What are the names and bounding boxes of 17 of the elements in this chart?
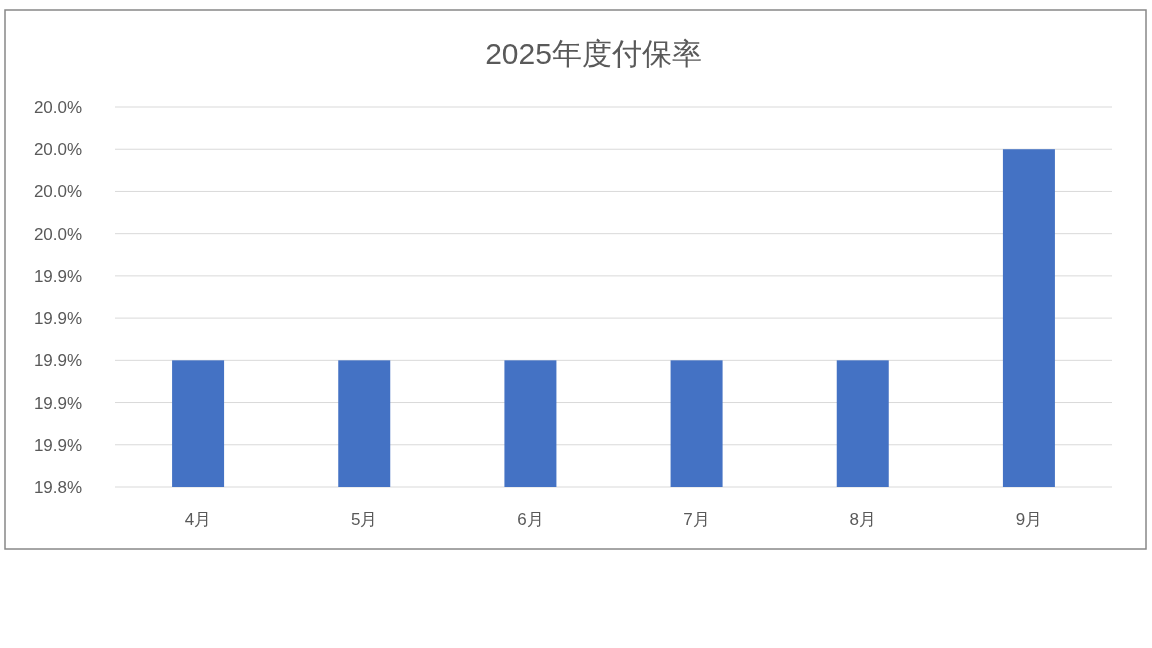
y-tick-label: 19.9%: [33, 393, 83, 413]
x-tick-label: 7月: [683, 510, 710, 529]
y-tick-label: 19.9%: [33, 435, 83, 455]
y-tick-label: 19.8%: [33, 478, 83, 497]
y-tick-label: 20.0%: [33, 182, 83, 202]
x-tick-label: 8月: [849, 510, 876, 529]
x-tick-label: 5月: [351, 510, 378, 529]
y-tick-label: 20.0%: [33, 98, 83, 117]
x-tick-label: 6月: [517, 510, 544, 529]
y-tick-label: 20.0%: [33, 224, 83, 244]
y-tick-label: 19.9%: [33, 351, 83, 371]
y-tick-label: 20.0%: [33, 140, 83, 160]
chart-title: 2025年度付保率: [485, 37, 702, 70]
x-tick-label: 4月: [184, 510, 212, 529]
y-tick-label: 19.9%: [33, 309, 83, 329]
y-tick-label: 19.9%: [33, 266, 83, 286]
x-tick-label: 9月: [1015, 510, 1043, 529]
